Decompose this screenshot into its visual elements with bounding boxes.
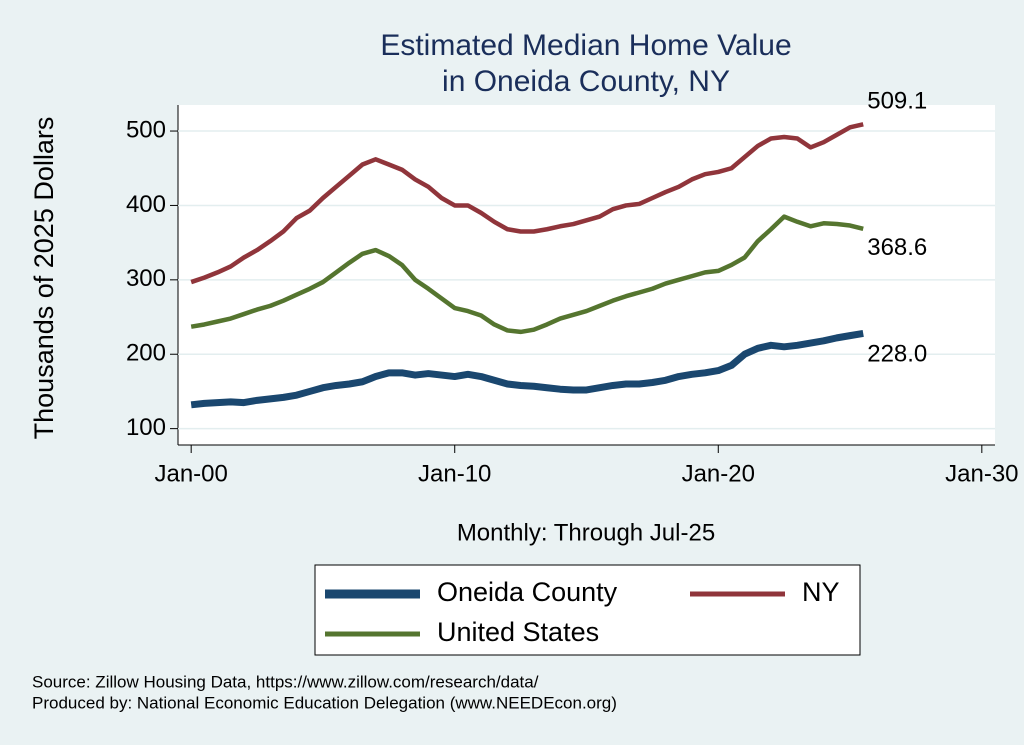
legend-label: Oneida County — [437, 577, 618, 607]
x-tick-label: Jan-30 — [945, 460, 1018, 487]
value-label: 368.6 — [867, 234, 927, 261]
line — [190, 122, 864, 285]
x-tick-label: Jan-20 — [682, 460, 755, 487]
x-tick-label: Jan-10 — [418, 460, 491, 487]
chart-title: Estimated Median Home Value — [380, 29, 791, 62]
y-tick-label: 200 — [126, 340, 166, 367]
value-label: 228.0 — [867, 341, 927, 368]
y-tick-label: 500 — [126, 116, 166, 143]
legend-label: United States — [437, 617, 599, 647]
y-tick-label: 400 — [126, 191, 166, 218]
value-label: 509.1 — [867, 88, 927, 115]
y-axis-title: Thousands of 2025 Dollars — [29, 117, 59, 440]
chart-title: in Oneida County, NY — [442, 65, 730, 98]
legend-label: NY — [802, 577, 840, 607]
x-tick-label: Jan-00 — [154, 460, 227, 487]
y-tick-label: 100 — [126, 414, 166, 441]
legend — [314, 564, 861, 656]
x-axis-title: Monthly: Through Jul-25 — [457, 519, 715, 546]
line — [190, 214, 864, 335]
footnote: Source: Zillow Housing Data, https://www… — [32, 672, 539, 691]
y-tick-label: 300 — [126, 265, 166, 292]
footnote: Produced by: National Economic Education… — [32, 693, 617, 712]
line — [190, 329, 864, 409]
